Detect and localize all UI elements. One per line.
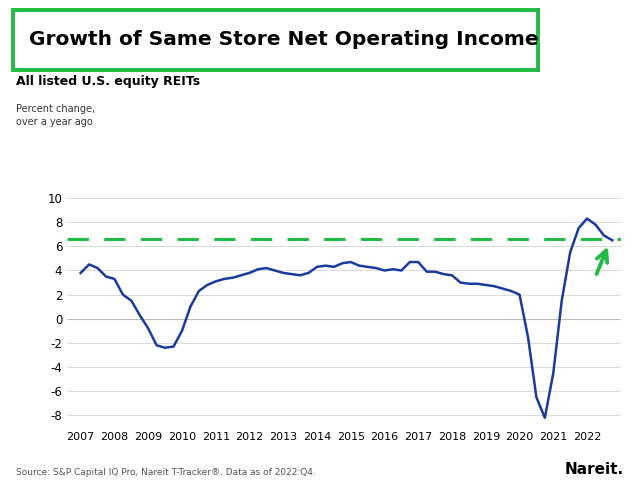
Text: Growth of Same Store Net Operating Income: Growth of Same Store Net Operating Incom… (29, 30, 538, 49)
Text: Source: S&P Capital IQ Pro, Nareit T-Tracker®. Data as of 2022:Q4.: Source: S&P Capital IQ Pro, Nareit T-Tra… (16, 468, 316, 477)
Text: All listed U.S. equity REITs: All listed U.S. equity REITs (16, 75, 200, 88)
Text: Nareit.: Nareit. (565, 462, 624, 477)
Text: Percent change,
over a year ago: Percent change, over a year ago (16, 104, 95, 127)
